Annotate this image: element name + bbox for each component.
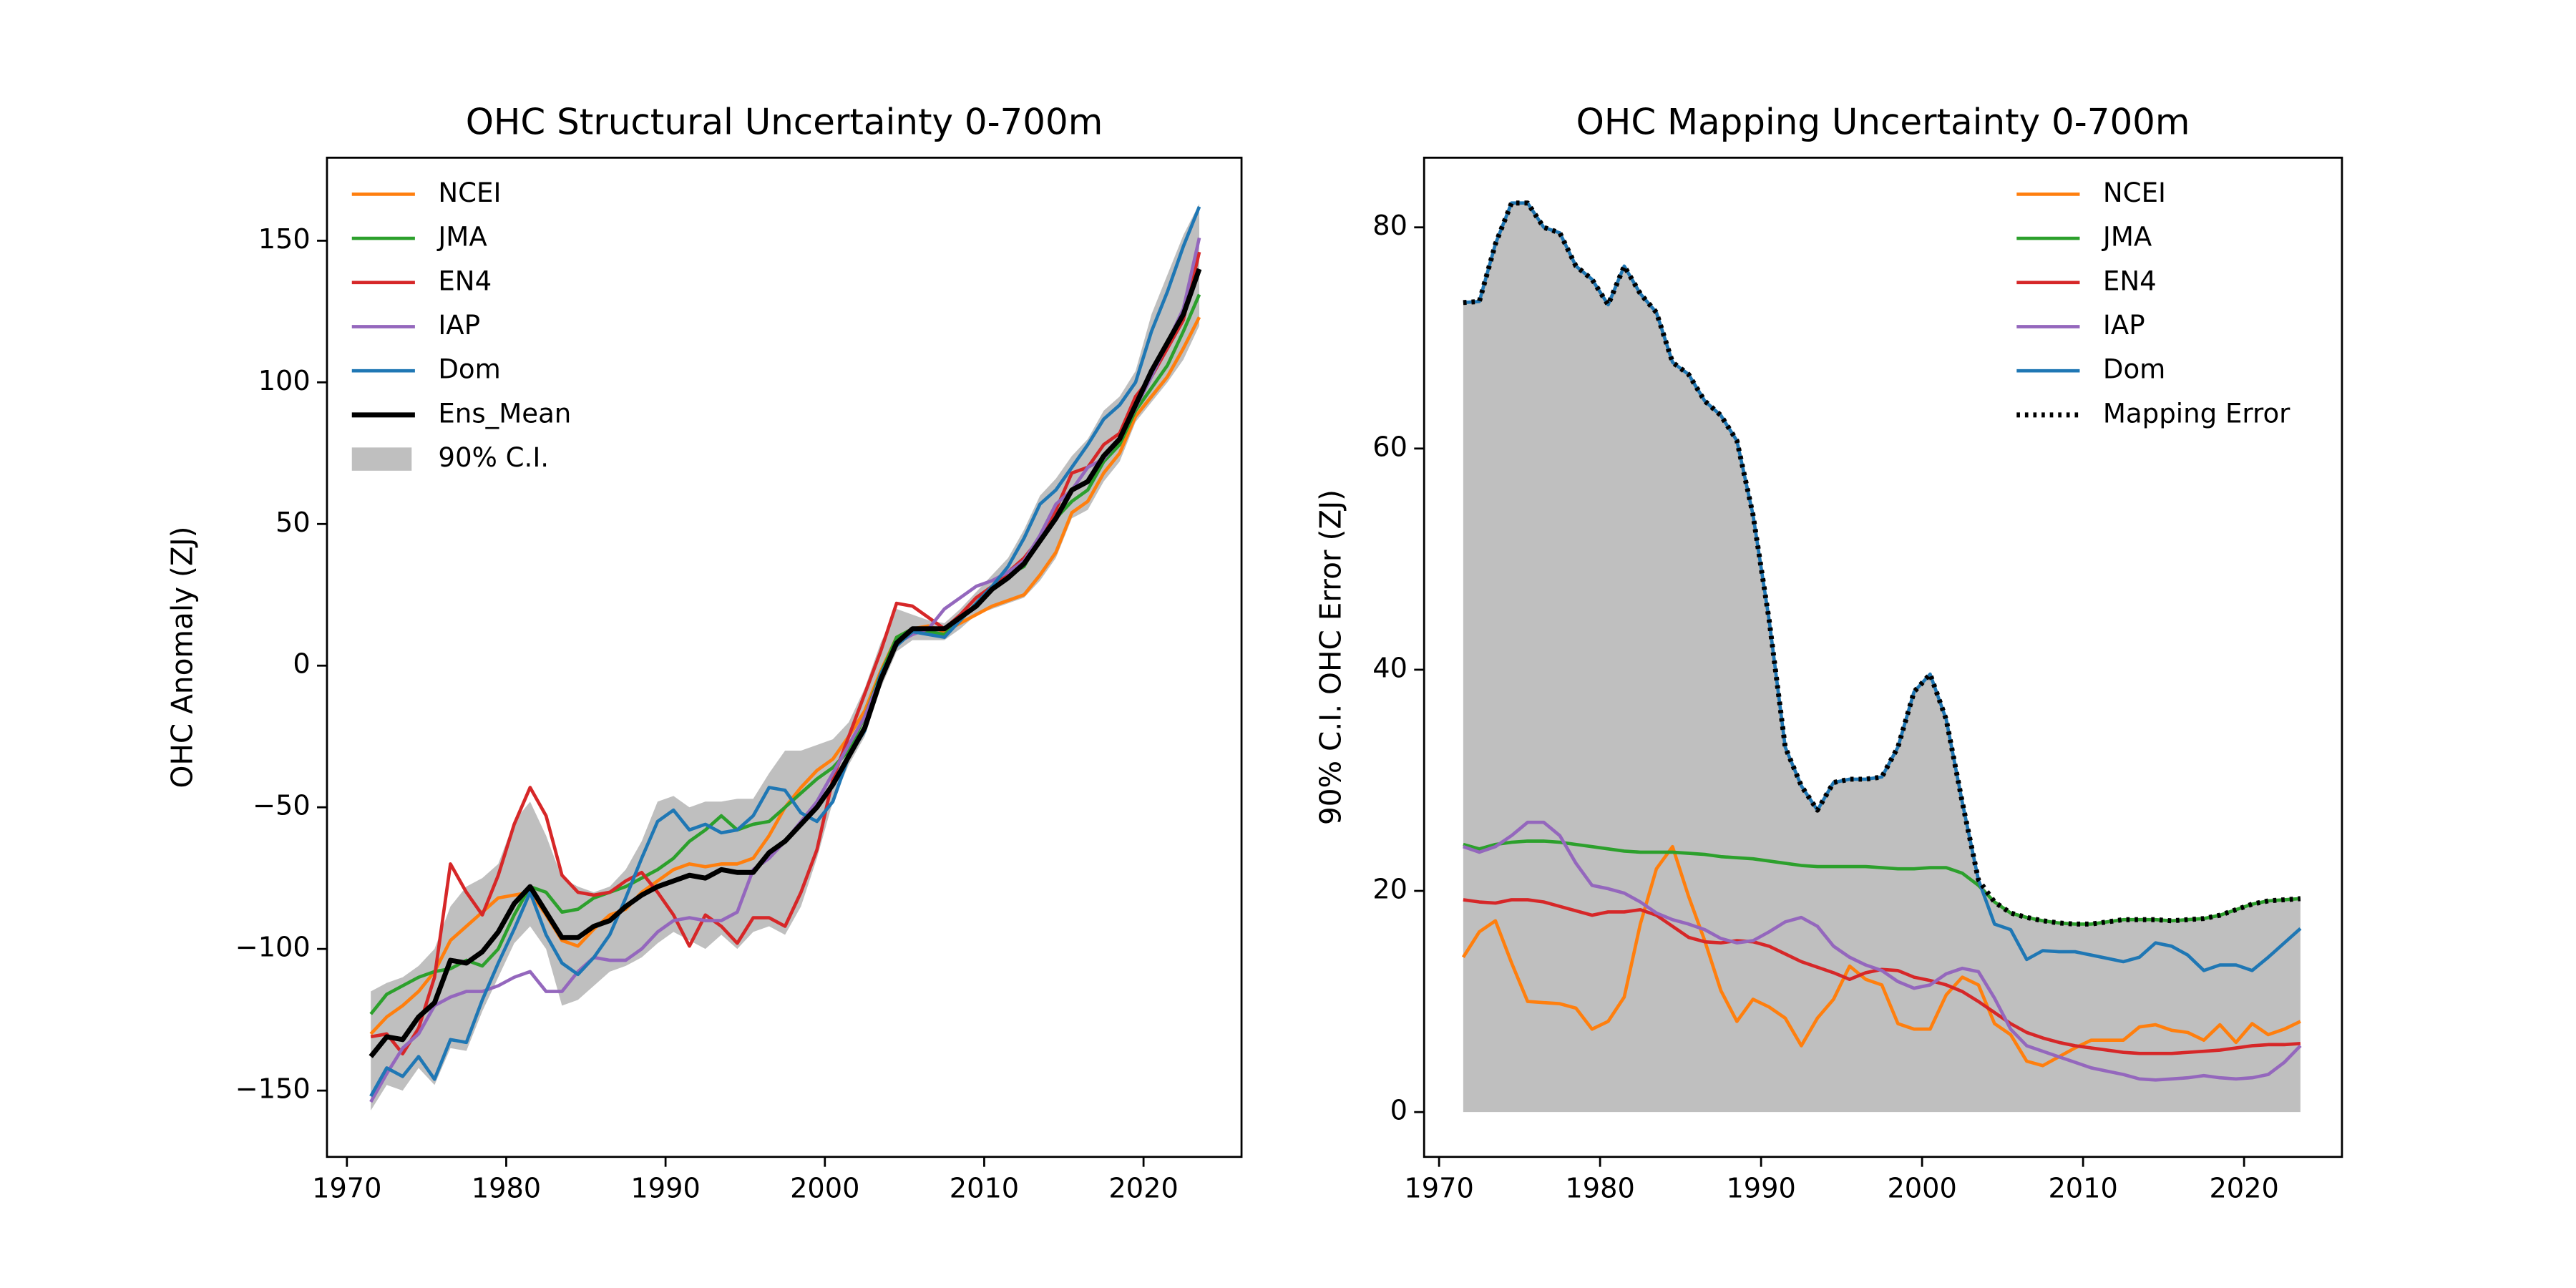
y-tick-label: 0 (1390, 1095, 1407, 1127)
x-tick-label: 1970 (1404, 1173, 1473, 1205)
y-tick-label: 40 (1372, 652, 1407, 684)
legend-label: EN4 (438, 265, 492, 296)
series-line (369, 268, 1202, 1058)
legend-label: Ens_Mean (438, 398, 571, 429)
axes-frame (1423, 156, 2343, 1158)
series-line (369, 205, 1201, 1098)
axes-frame (326, 156, 1243, 1158)
legend-swatch (351, 447, 412, 471)
series-line (1463, 820, 2302, 1082)
x-tick-label: 1970 (312, 1173, 381, 1205)
x-tick-label: 2020 (1108, 1173, 1178, 1205)
y-axis-label: 90% C.I. OHC Error (ZJ) (1314, 489, 1348, 825)
x-tick-label: 1980 (1565, 1173, 1634, 1205)
x-tick-label: 1990 (1726, 1173, 1795, 1205)
y-tick-label: 60 (1372, 431, 1407, 463)
y-tick-label: −50 (253, 790, 311, 822)
legend-label: NCEI (2103, 177, 2166, 208)
y-axis-label: OHC Anomaly (ZJ) (165, 527, 199, 789)
y-tick-label: −100 (235, 932, 311, 964)
legend-label: Dom (438, 354, 500, 385)
chart-title: OHC Mapping Uncertainty 0-700m (1576, 101, 2190, 142)
y-tick-label: −150 (235, 1073, 311, 1106)
y-tick-label: 100 (258, 365, 311, 397)
legend-label: IAP (2103, 310, 2145, 341)
x-tick-label: 2000 (790, 1173, 859, 1205)
y-tick-label: 20 (1372, 874, 1407, 906)
chart-title: OHC Structural Uncertainty 0-700m (466, 101, 1103, 142)
legend-label: JMA (436, 222, 487, 253)
legend-label: Dom (2103, 354, 2165, 385)
legend-label: 90% C.I. (438, 442, 549, 473)
x-tick-label: 2020 (2209, 1173, 2278, 1205)
legend: NCEI JMA EN4 IAP Dom Ens_Mean 90% C.I. (351, 177, 571, 473)
x-tick-label: 1990 (630, 1173, 700, 1205)
y-tick-label: 50 (275, 507, 311, 539)
plot-area (1461, 200, 2302, 1113)
series-line (1463, 200, 2301, 927)
legend-label: EN4 (2103, 265, 2157, 296)
axes: 1970 1980 1990 2000 2010 2020 0 20 40 60 80 OHC Map… (1314, 101, 2343, 1205)
x-tick-label: 2010 (950, 1173, 1019, 1205)
legend-label: Mapping Error (2103, 398, 2290, 429)
x-tick-label: 2000 (1887, 1173, 1956, 1205)
axes: 1970 1980 1990 2000 2010 2020 −150 −100 −50 0 50 10… (165, 101, 1243, 1205)
legend: NCEI JMA EN4 IAP Dom Mapping Error (2016, 177, 2290, 429)
y-tick-label: 0 (293, 648, 310, 680)
legend-label: JMA (2102, 222, 2152, 253)
x-tick-label: 1980 (472, 1173, 541, 1205)
legend-label: IAP (438, 310, 480, 341)
y-tick-label: 150 (258, 223, 311, 255)
y-tick-label: 80 (1372, 210, 1407, 242)
plot-area (369, 203, 1202, 1111)
x-tick-label: 2010 (2048, 1173, 2117, 1205)
confidence-band (371, 203, 1200, 1111)
legend-label: NCEI (438, 177, 501, 208)
series-line (1461, 844, 2301, 1068)
error-area (1463, 203, 2301, 1113)
